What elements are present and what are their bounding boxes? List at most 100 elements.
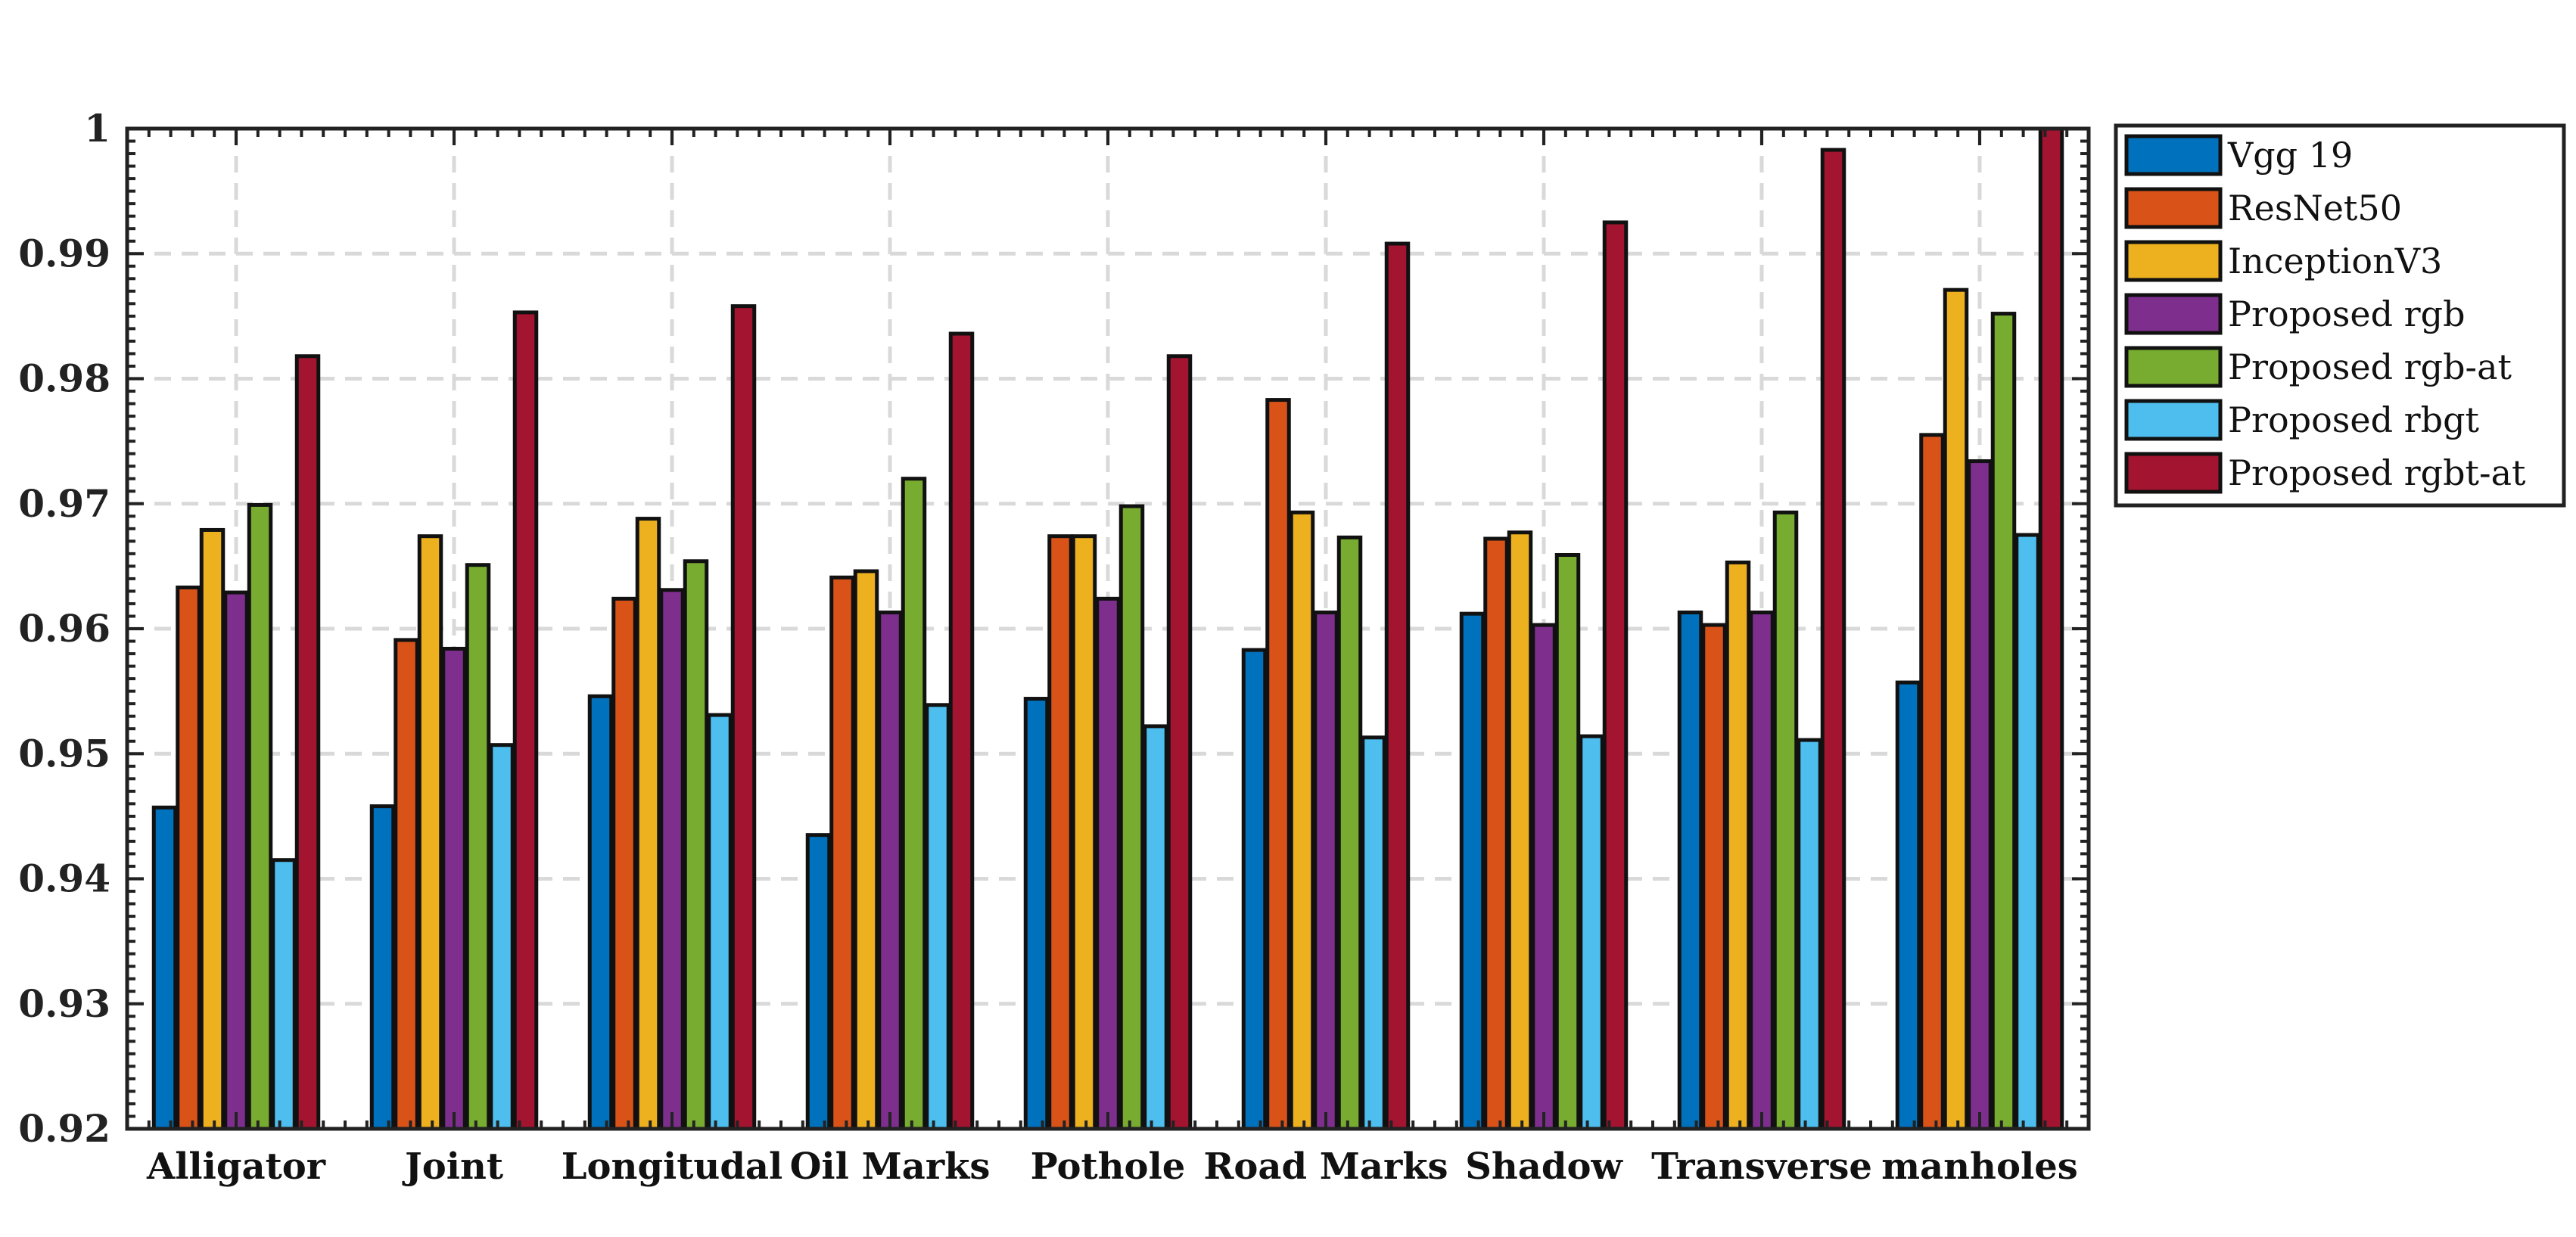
bar-road-marks-resnet50 (1265, 398, 1291, 1131)
bar-manholes-vgg-19 (1895, 680, 1921, 1131)
category-label: Longitudal (562, 1145, 782, 1188)
y-tick-label: 0.93 (18, 981, 110, 1026)
bar-alligator-proposed-rgb (223, 590, 249, 1131)
tick-labels: 0.92 0.93 0.94 0.95 0.96 0.97 0.98 0.99 1 (18, 106, 110, 1151)
bar-shadow-proposed-rgb (1531, 623, 1557, 1131)
bar-transverse-proposed-rgb (1749, 611, 1775, 1131)
legend-entry-label: Proposed rgb (2228, 294, 2466, 334)
bar-oil-marks-proposed-rbgt (925, 703, 950, 1131)
bar-manholes-proposed-rgbt-at (2038, 126, 2064, 1131)
legend-entry-label: Proposed rgbt-at (2228, 452, 2526, 493)
bar-pothole-inceptionv3 (1071, 534, 1097, 1131)
bar-transverse-vgg-19 (1677, 611, 1703, 1131)
bar-transverse-proposed-rgb-at (1772, 510, 1799, 1131)
bar-pothole-proposed-rgbt-at (1166, 354, 1193, 1131)
legend-swatch (2124, 134, 2223, 176)
bar-joint-resnet50 (394, 638, 419, 1131)
legend-swatch (2124, 293, 2223, 335)
bar-pothole-proposed-rgb (1095, 596, 1121, 1131)
legend-swatch (2124, 187, 2223, 229)
bar-manholes-proposed-rgb (1967, 459, 1993, 1131)
bar-longitudal-resnet50 (611, 596, 637, 1131)
bar-manholes-resnet50 (1919, 433, 1945, 1131)
bar-pothole-proposed-rgb-at (1118, 504, 1145, 1131)
bar-manholes-proposed-rbgt (2014, 533, 2040, 1131)
bar-oil-marks-inceptionv3 (853, 569, 879, 1131)
bar-road-marks-proposed-rbgt (1361, 735, 1386, 1131)
legend-swatch (2124, 399, 2223, 441)
bar-transverse-proposed-rbgt (1797, 738, 1822, 1131)
legend-entry-label: Proposed rgb-at (2228, 347, 2512, 387)
bar-transverse-inceptionv3 (1725, 560, 1751, 1131)
y-tick-label: 0.97 (18, 481, 110, 526)
bar-alligator-inceptionv3 (199, 527, 226, 1131)
bar-road-marks-proposed-rgb (1313, 611, 1339, 1131)
bar-joint-proposed-rgb (441, 646, 467, 1131)
bar-joint-proposed-rgbt-at (512, 310, 539, 1131)
legend-entry-label: ResNet50 (2228, 188, 2402, 228)
category-label: manholes (1881, 1145, 2078, 1188)
category-label: Joint (402, 1145, 503, 1188)
legend-entry-label: Proposed rbgt (2228, 399, 2480, 440)
bar-oil-marks-proposed-rgb-at (901, 477, 927, 1131)
bar-longitudal-proposed-rgb (659, 588, 685, 1131)
bar-shadow-proposed-rgb-at (1554, 553, 1581, 1131)
legend-swatch (2124, 240, 2223, 282)
category-label: Transverse (1651, 1145, 1872, 1188)
bar-oil-marks-proposed-rgbt-at (948, 331, 975, 1131)
y-tick-label: 0.99 (18, 231, 110, 275)
axes (125, 126, 2091, 1131)
y-tick-label: 1 (84, 106, 110, 151)
bar-alligator-proposed-rgb-at (247, 502, 273, 1131)
category-labels: Alligator Joint Longitudal Oil Marks Pothole… (146, 1145, 2078, 1188)
legend-entry-label: Vgg 19 (2227, 135, 2353, 176)
bar-longitudal-proposed-rgb-at (683, 559, 709, 1131)
bar-pothole-vgg-19 (1023, 697, 1050, 1131)
bar-joint-vgg-19 (369, 804, 396, 1131)
category-label: Oil Marks (790, 1145, 991, 1188)
bar-shadow-inceptionv3 (1507, 530, 1533, 1131)
bar-shadow-vgg-19 (1459, 611, 1486, 1131)
bar-road-marks-proposed-rgb-at (1336, 535, 1363, 1131)
bar-manholes-inceptionv3 (1943, 287, 1969, 1131)
bar-joint-proposed-rbgt (489, 743, 515, 1131)
bar-oil-marks-resnet50 (829, 575, 855, 1131)
category-label: Pothole (1031, 1145, 1186, 1188)
bar-road-marks-proposed-rgbt-at (1384, 241, 1411, 1131)
bar-shadow-resnet50 (1483, 536, 1509, 1131)
bars (151, 126, 2064, 1131)
bar-road-marks-vgg-19 (1241, 648, 1268, 1131)
y-tick-label: 0.95 (18, 731, 110, 775)
bar-transverse-resnet50 (1701, 623, 1727, 1131)
bar-alligator-vgg-19 (151, 805, 178, 1131)
bar-oil-marks-vgg-19 (805, 833, 832, 1131)
bar-longitudal-vgg-19 (587, 694, 614, 1131)
bar-pothole-resnet50 (1047, 534, 1073, 1131)
legend-swatch (2124, 346, 2223, 388)
category-label: Alligator (146, 1145, 326, 1188)
bar-transverse-proposed-rgbt-at (1820, 148, 1846, 1131)
legend-entry-label: InceptionV3 (2228, 241, 2442, 281)
bar-alligator-resnet50 (176, 585, 201, 1131)
bar-joint-inceptionv3 (417, 534, 443, 1131)
bar-pothole-proposed-rbgt (1143, 724, 1168, 1131)
bar-longitudal-proposed-rgbt-at (730, 304, 757, 1131)
bar-oil-marks-proposed-rgb (877, 611, 903, 1131)
bar-shadow-proposed-rgbt-at (1602, 220, 1629, 1131)
bar-road-marks-inceptionv3 (1289, 510, 1315, 1131)
y-tick-label: 0.98 (18, 356, 110, 401)
bar-joint-proposed-rgb-at (465, 563, 491, 1131)
bar-shadow-proposed-rbgt (1579, 734, 1604, 1131)
y-tick-label: 0.94 (18, 856, 110, 901)
bar-longitudal-proposed-rbgt (707, 713, 733, 1131)
y-tick-label: 0.92 (18, 1106, 110, 1151)
category-label: Shadow (1465, 1145, 1623, 1188)
bar-alligator-proposed-rgbt-at (294, 354, 321, 1131)
bar-alligator-proposed-rbgt (271, 858, 297, 1131)
category-label: Road Marks (1203, 1145, 1448, 1188)
legend-swatch (2124, 452, 2223, 494)
bar-manholes-proposed-rgb-at (1990, 312, 2017, 1131)
y-tick-label: 0.96 (18, 606, 110, 651)
